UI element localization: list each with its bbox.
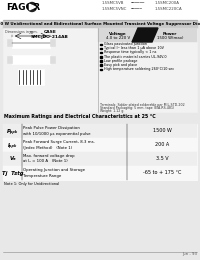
Text: High temperature soldering 260°C/10 sec: High temperature soldering 260°C/10 sec [104, 67, 174, 71]
Text: Glass passivated junction: Glass passivated junction [104, 42, 146, 46]
Bar [12, 55, 50, 64]
Bar [50, 56, 55, 63]
Text: at Iₔ = 100 A   (Note 1): at Iₔ = 100 A (Note 1) [23, 159, 68, 164]
Bar [100, 52, 102, 53]
Text: Note 1: Only for Unidirectional: Note 1: Only for Unidirectional [4, 182, 59, 186]
Text: -65 to + 175 °C: -65 to + 175 °C [143, 171, 181, 176]
Text: 1.5SMC200A: 1.5SMC200A [155, 1, 180, 5]
Text: Pₚₚₖ: Pₚₚₖ [7, 128, 18, 133]
Text: Max. forward voltage drop: Max. forward voltage drop [23, 154, 75, 159]
Bar [100, 69, 102, 70]
Text: 1500 W Unidirectional and Bidirectional Surface Mounted Transient Voltage Suppre: 1500 W Unidirectional and Bidirectional … [0, 22, 200, 26]
Bar [18, 69, 44, 85]
Bar [100, 56, 102, 58]
Text: Jun - 93: Jun - 93 [182, 252, 197, 256]
Bar [3, 166, 197, 180]
Text: Maximum Ratings and Electrical Characteristics at 25 °C: Maximum Ratings and Electrical Character… [4, 114, 156, 119]
Bar [7, 39, 12, 46]
Bar [100, 48, 102, 49]
Text: Dimensions in mm.: Dimensions in mm. [5, 30, 38, 34]
Bar [0, 0, 200, 20]
Bar [3, 28, 197, 112]
Text: Weight: 1.12 g.: Weight: 1.12 g. [100, 109, 124, 113]
Bar [100, 43, 102, 45]
Text: Peak Pulse Power Dissipation: Peak Pulse Power Dissipation [23, 127, 80, 131]
Text: CASE
SMC/DO-214AB: CASE SMC/DO-214AB [31, 30, 69, 38]
Text: 7.0: 7.0 [29, 30, 33, 35]
Text: Typical Iᵐ less than 1 μA above 10V: Typical Iᵐ less than 1 μA above 10V [104, 46, 163, 50]
Text: Easy pick and place: Easy pick and place [104, 63, 137, 67]
Text: Power: Power [163, 32, 177, 36]
Text: 1.5SMC220CA: 1.5SMC220CA [155, 7, 183, 11]
Bar [98, 28, 197, 42]
Text: Terminals: Solder plated solderable per MIL-STD-202: Terminals: Solder plated solderable per … [100, 103, 185, 107]
Text: Tj  Tstg: Tj Tstg [2, 171, 23, 176]
Text: 1.5SMC5VNC: 1.5SMC5VNC [102, 7, 127, 11]
Text: Vₔ: Vₔ [9, 157, 16, 161]
Bar [3, 152, 197, 166]
Text: Iₚₚₖ: Iₚₚₖ [8, 142, 17, 147]
Bar [3, 20, 197, 28]
Text: with 10/1000 μs exponential pulse: with 10/1000 μs exponential pulse [23, 132, 90, 135]
Text: 1500 W: 1500 W [153, 128, 171, 133]
Text: ─────: ───── [130, 7, 142, 11]
Bar [3, 124, 197, 180]
Text: 3.5 V: 3.5 V [156, 157, 168, 161]
Bar [12, 37, 50, 48]
Text: 4.0 to 220 V: 4.0 to 220 V [106, 36, 130, 40]
Text: Voltage: Voltage [109, 32, 127, 36]
Text: Standard Packaging: 5 mm. tape (EIA-RS-481): Standard Packaging: 5 mm. tape (EIA-RS-4… [100, 106, 174, 110]
Polygon shape [132, 28, 158, 42]
Text: Peak Forward Surge Current, 8.3 ms.: Peak Forward Surge Current, 8.3 ms. [23, 140, 95, 145]
Text: Low profile package: Low profile package [104, 59, 137, 63]
Text: Operating Junction and Storage: Operating Junction and Storage [23, 168, 85, 172]
Text: (Jedec Method)   (Note 1): (Jedec Method) (Note 1) [23, 146, 72, 150]
Circle shape [28, 3, 36, 11]
Text: 1500 W(max): 1500 W(max) [157, 36, 183, 40]
Bar [100, 64, 102, 66]
Bar [3, 138, 197, 152]
Bar [50, 39, 55, 46]
Bar [7, 56, 12, 63]
Bar [100, 60, 102, 62]
Text: 1.5SMC5VB: 1.5SMC5VB [102, 1, 124, 5]
Text: Temperature Range: Temperature Range [23, 173, 61, 178]
Text: FAGOR: FAGOR [6, 3, 40, 11]
Text: 200 A: 200 A [155, 142, 169, 147]
Text: The plastic material carries UL-94V-0: The plastic material carries UL-94V-0 [104, 55, 166, 59]
Text: ──────: ────── [130, 1, 144, 5]
Text: Response time typically < 1 ns: Response time typically < 1 ns [104, 50, 156, 54]
Polygon shape [30, 4, 36, 10]
Bar [3, 124, 197, 138]
